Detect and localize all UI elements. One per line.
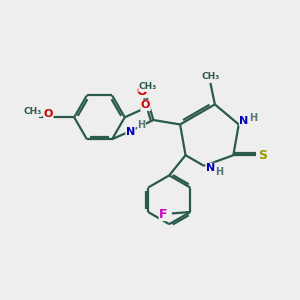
Text: S: S	[258, 149, 267, 162]
Text: N: N	[206, 163, 215, 173]
Text: H: H	[215, 167, 223, 177]
Text: O: O	[44, 109, 53, 119]
Text: N: N	[239, 116, 249, 126]
Text: O: O	[141, 100, 150, 110]
Text: O: O	[136, 85, 147, 98]
Text: CH₃: CH₃	[202, 72, 220, 81]
Text: CH₃: CH₃	[139, 82, 157, 91]
Text: H: H	[250, 113, 258, 123]
Text: F: F	[159, 208, 168, 220]
Text: N: N	[126, 127, 135, 137]
Text: H: H	[137, 120, 146, 130]
Text: CH₃: CH₃	[23, 107, 42, 116]
